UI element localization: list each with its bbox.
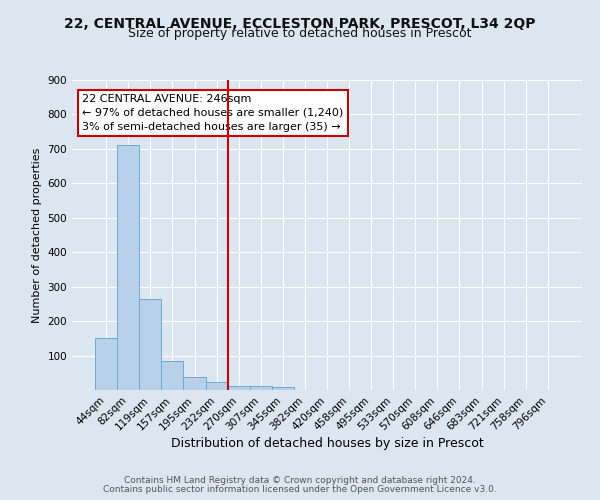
Bar [95,338,117,390]
X-axis label: Distribution of detached houses by size in Prescot: Distribution of detached houses by size … [170,438,484,450]
Text: Contains public sector information licensed under the Open Government Licence v3: Contains public sector information licen… [103,485,497,494]
Bar [139,298,161,390]
Bar [250,386,272,390]
Text: Contains HM Land Registry data © Crown copyright and database right 2024.: Contains HM Land Registry data © Crown c… [124,476,476,485]
Bar [117,146,139,390]
Text: 22, CENTRAL AVENUE, ECCLESTON PARK, PRESCOT, L34 2QP: 22, CENTRAL AVENUE, ECCLESTON PARK, PRES… [64,18,536,32]
Y-axis label: Number of detached properties: Number of detached properties [32,148,42,322]
Bar [206,382,227,390]
Bar [227,386,250,390]
Bar [161,362,184,390]
Text: 22 CENTRAL AVENUE: 246sqm
← 97% of detached houses are smaller (1,240)
3% of sem: 22 CENTRAL AVENUE: 246sqm ← 97% of detac… [82,94,343,132]
Bar [272,386,294,390]
Bar [184,377,206,390]
Text: Size of property relative to detached houses in Prescot: Size of property relative to detached ho… [128,28,472,40]
